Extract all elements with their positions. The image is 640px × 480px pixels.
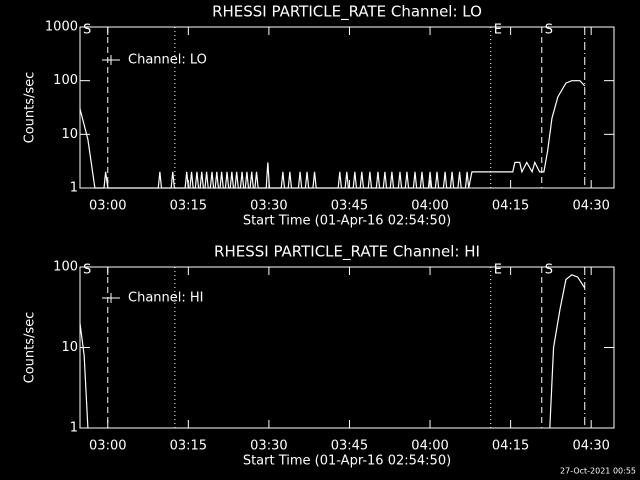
legend-label: Channel: HI	[128, 291, 204, 306]
x-tick-label: 03:30	[250, 439, 287, 454]
x-axis-label: Start Time (01-Apr-16 02:54:50)	[243, 214, 451, 229]
x-tick-label: 04:30	[572, 439, 609, 454]
event-label: S	[83, 23, 91, 38]
footer-timestamp: 27-Oct-2021 00:55	[560, 467, 636, 476]
y-tick-label: 1000	[45, 20, 78, 35]
x-tick-label: 04:00	[411, 199, 448, 214]
y-tick-label: 10	[61, 340, 78, 355]
y-tick-label: 1	[70, 421, 78, 436]
event-label: S	[83, 263, 91, 278]
data-line	[79, 274, 586, 429]
x-tick-label: 03:45	[331, 439, 368, 454]
chart-title: RHESSI PARTICLE_RATE Channel: LO	[212, 3, 482, 22]
event-label: S	[545, 23, 553, 38]
x-tick-label: 03:15	[170, 199, 207, 214]
event-label: E	[494, 23, 502, 38]
y-tick-label: 100	[53, 73, 78, 88]
legend-label: Channel: LO	[128, 53, 207, 68]
x-axis-label: Start Time (01-Apr-16 02:54:50)	[243, 454, 451, 469]
data-line	[79, 80, 586, 189]
x-tick-label: 03:00	[89, 199, 126, 214]
x-tick-label: 03:00	[89, 439, 126, 454]
x-tick-label: 04:00	[411, 439, 448, 454]
x-tick-label: 03:45	[331, 199, 368, 214]
chart-title: RHESSI PARTICLE_RATE Channel: HI	[214, 243, 480, 262]
x-tick-label: 03:15	[170, 439, 207, 454]
event-label: S	[545, 263, 553, 278]
y-tick-label: 100	[53, 260, 78, 275]
event-label: E	[494, 263, 502, 278]
x-tick-label: 04:15	[492, 439, 529, 454]
x-tick-label: 04:15	[492, 199, 529, 214]
y-axis-label: Counts/sec	[23, 72, 38, 144]
x-tick-label: 04:30	[572, 199, 609, 214]
x-tick-label: 03:30	[250, 199, 287, 214]
y-axis-label: Counts/sec	[23, 312, 38, 384]
y-tick-label: 10	[61, 127, 78, 142]
plot-frame	[79, 26, 615, 189]
y-tick-label: 1	[70, 181, 78, 196]
